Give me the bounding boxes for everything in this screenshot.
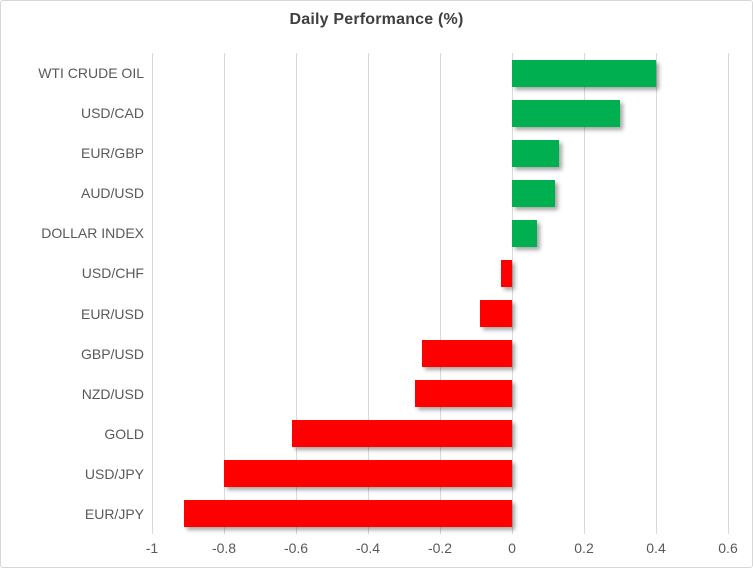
category-label: WTI CRUDE OIL [38, 65, 144, 81]
bar [501, 259, 512, 287]
gridline [439, 53, 441, 534]
category-label: EUR/JPY [84, 505, 144, 522]
category-label: AUD/USD [80, 185, 144, 202]
x-tick-label: 0.4 [646, 540, 666, 556]
gridline [151, 53, 153, 534]
bar [479, 300, 512, 328]
gridline [655, 53, 657, 534]
x-tick-label: -0.2 [427, 540, 453, 556]
bar [512, 219, 538, 247]
gridline [367, 53, 369, 534]
x-tick-label: -0.6 [283, 540, 309, 556]
category-label: USD/CHF [81, 265, 144, 282]
x-tick-label: -0.4 [355, 540, 381, 556]
bar [422, 340, 512, 368]
chart-title: Daily Performance (%) [289, 11, 464, 28]
gridline [511, 53, 513, 534]
bar [224, 460, 512, 488]
gridline [727, 53, 729, 534]
category-label: GBP/USD [80, 345, 144, 362]
bar [512, 99, 620, 127]
x-tick-label: -0.8 [211, 540, 237, 556]
bar [512, 179, 556, 207]
x-tick-label: 0 [508, 540, 516, 556]
bar [292, 420, 512, 448]
bar [184, 500, 512, 528]
gridline [223, 53, 225, 534]
category-label: EUR/USD [80, 305, 144, 322]
category-label: EUR/GBP [80, 145, 144, 162]
gridline [295, 53, 297, 534]
category-label: DOLLAR INDEX [41, 225, 144, 242]
category-label: USD/CAD [80, 105, 144, 122]
x-tick-label: 0.2 [574, 540, 594, 556]
category-label: GOLD [104, 425, 144, 442]
category-label: NZD/USD [81, 385, 144, 402]
x-tick-label: 0.6 [718, 540, 738, 556]
plot-area [151, 53, 729, 534]
bar [512, 139, 559, 167]
bar [414, 380, 512, 408]
x-tick-label: -1 [145, 540, 159, 556]
gridline [583, 53, 585, 534]
category-label: USD/JPY [84, 465, 144, 482]
bar [512, 59, 656, 87]
